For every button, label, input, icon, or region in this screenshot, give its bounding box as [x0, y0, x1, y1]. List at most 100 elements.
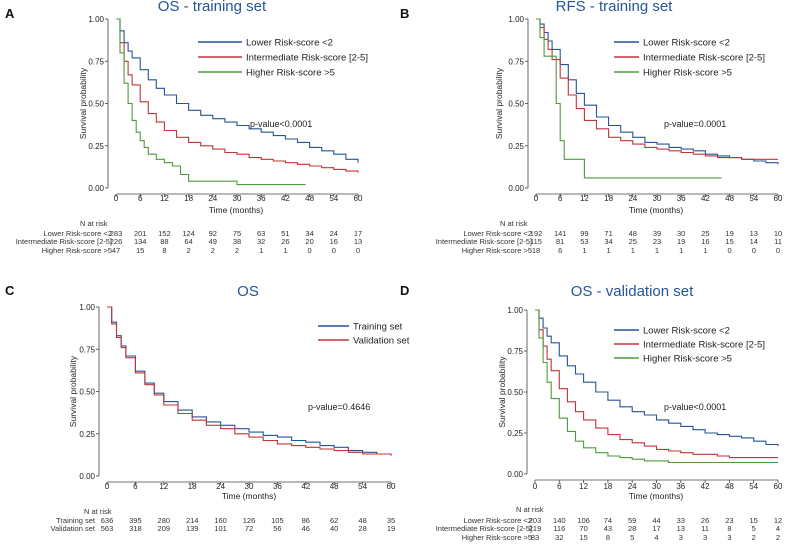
risk-count: 70 — [579, 524, 587, 533]
risk-count: 83 — [531, 533, 539, 542]
legend-label: Intermediate Risk-score [2-5] — [246, 53, 368, 64]
x-tick-label: 6 — [138, 194, 143, 203]
risk-count: 63 — [257, 229, 265, 238]
y-axis-label: Survival probability — [78, 67, 88, 139]
risk-count: 32 — [555, 533, 563, 542]
risk-count: 126 — [243, 516, 256, 525]
risk-count: 34 — [305, 229, 313, 238]
risk-row-label: Lower Risk-score <2 — [463, 516, 532, 525]
risk-count: 16 — [330, 237, 338, 246]
risk-count: 192 — [530, 229, 543, 238]
y-tick-label: 0.00 — [88, 184, 104, 193]
legend-label: Lower Risk-score <2 — [643, 326, 730, 337]
y-tick-label: 0.75 — [507, 347, 523, 356]
risk-count: 1 — [655, 246, 659, 255]
x-tick-label: 24 — [208, 194, 217, 203]
risk-count: 3 — [703, 533, 707, 542]
risk-count: 20 — [305, 237, 313, 246]
risk-count: 8 — [162, 246, 166, 255]
x-tick-label: 12 — [580, 194, 589, 203]
x-tick-label: 48 — [305, 194, 314, 203]
legend-label: Training set — [353, 322, 403, 333]
y-axis-label: Survival probability — [494, 67, 504, 139]
x-axis-label: Time (months) — [629, 491, 684, 501]
x-tick-label: 18 — [604, 194, 613, 203]
y-tick-label: 0.00 — [79, 472, 95, 481]
risk-count: 0 — [356, 246, 360, 255]
x-tick-label: 0 — [534, 194, 539, 203]
x-tick-label: 6 — [558, 194, 563, 203]
risk-count: 203 — [529, 516, 542, 525]
risk-count: 1 — [607, 246, 611, 255]
legend-label: Higher Risk-score >5 — [246, 68, 335, 79]
panel-letter: A — [5, 6, 15, 21]
risk-count: 395 — [129, 516, 142, 525]
risk-count: 226 — [110, 237, 123, 246]
x-tick-label: 18 — [184, 194, 193, 203]
y-tick-label: 1.00 — [508, 15, 524, 24]
risk-count: 1 — [582, 246, 586, 255]
risk-count: 17 — [652, 524, 660, 533]
risk-count: 75 — [233, 229, 241, 238]
risk-count: 18 — [532, 246, 540, 255]
x-tick-label: 48 — [330, 482, 339, 491]
series-line-lower — [535, 309, 779, 447]
panel-letter: B — [400, 6, 409, 21]
risk-table-header: N at risk — [500, 219, 528, 228]
risk-count: 152 — [158, 229, 171, 238]
x-tick-label: 0 — [105, 482, 110, 491]
p-value-label: p-value<0.0001 — [664, 402, 726, 412]
risk-count: 53 — [580, 237, 588, 246]
legend-label: Higher Risk-score >5 — [643, 354, 732, 365]
x-tick-label: 18 — [188, 482, 197, 491]
risk-count: 39 — [653, 229, 661, 238]
risk-count: 0 — [752, 246, 756, 255]
x-tick-label: 12 — [159, 482, 168, 491]
risk-count: 15 — [750, 516, 758, 525]
x-tick-label: 6 — [557, 482, 562, 491]
series-line-intermediate — [536, 18, 778, 160]
risk-count: 4 — [776, 524, 780, 533]
risk-table-header: N at risk — [516, 505, 544, 514]
x-tick-label: 24 — [216, 482, 225, 491]
risk-count: 6 — [558, 246, 562, 255]
risk-count: 30 — [677, 229, 685, 238]
risk-count: 28 — [358, 524, 366, 533]
y-tick-label: 0.25 — [508, 142, 524, 151]
risk-count: 51 — [281, 229, 289, 238]
risk-count: 81 — [556, 237, 564, 246]
risk-row-label: Intermediate Risk-score [2-5] — [16, 237, 112, 246]
y-tick-label: 0.75 — [508, 57, 524, 66]
chart-title: OS - training set — [158, 0, 267, 15]
risk-count: 48 — [358, 516, 366, 525]
y-tick-label: 0.50 — [79, 388, 95, 397]
series-line-lower — [116, 18, 359, 163]
risk-count: 214 — [186, 516, 199, 525]
y-tick-label: 0.50 — [88, 100, 104, 109]
chart-title: OS - validation set — [571, 283, 694, 300]
risk-count: 86 — [302, 516, 310, 525]
risk-count: 209 — [158, 524, 171, 533]
x-tick-label: 42 — [281, 194, 290, 203]
risk-count: 563 — [101, 524, 114, 533]
y-tick-label: 0.00 — [507, 470, 523, 479]
risk-count: 636 — [101, 516, 114, 525]
risk-count: 34 — [604, 237, 612, 246]
x-tick-label: 0 — [114, 194, 119, 203]
risk-row-label: Lower Risk-score <2 — [463, 229, 532, 238]
risk-count: 14 — [750, 237, 758, 246]
x-tick-label: 48 — [725, 194, 734, 203]
risk-count: 13 — [677, 524, 685, 533]
y-tick-label: 1.00 — [79, 303, 95, 312]
risk-count: 62 — [330, 516, 338, 525]
risk-count: 115 — [530, 237, 542, 246]
x-tick-label: 12 — [579, 482, 588, 491]
risk-count: 64 — [184, 237, 192, 246]
risk-row-label: Validation set — [51, 524, 96, 533]
risk-count: 16 — [701, 237, 709, 246]
risk-count: 15 — [136, 246, 144, 255]
risk-count: 88 — [160, 237, 168, 246]
x-tick-label: 60 — [774, 194, 783, 203]
risk-count: 24 — [330, 229, 338, 238]
risk-count: 71 — [604, 229, 612, 238]
